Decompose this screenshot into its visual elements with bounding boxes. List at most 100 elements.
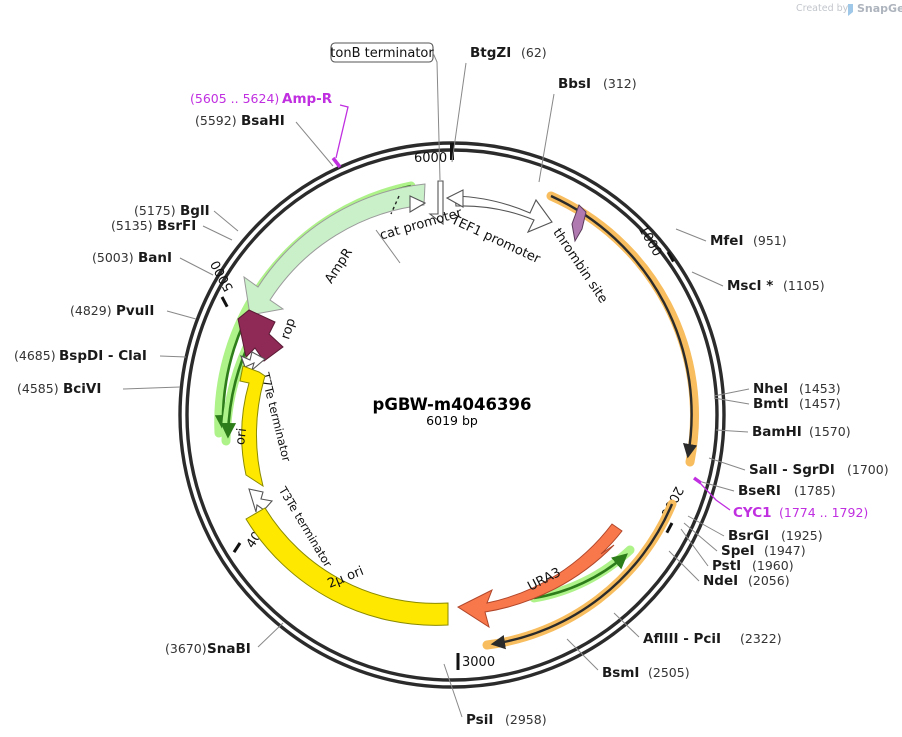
enzyme-name: BmtI [753,396,789,412]
enzyme-site-bsahi[interactable]: (5592) BsaHI [195,113,334,167]
enzyme-site-bmti[interactable]: BmtI (1457) [713,396,841,412]
enzyme-name: BspDI - ClaI [59,348,147,364]
enzyme-position: (5175) [134,203,176,218]
enzyme-position: (2322) [740,631,782,646]
feature-2u-ori[interactable]: 2μ ori [245,507,449,626]
colored-annotation-cyc1[interactable]: CYC1 (1774 .. 1792) [699,482,868,521]
enzyme-name: BanI [138,250,172,266]
enzyme-position: (1925) [781,528,823,543]
enzyme-name: PsiI [466,712,493,728]
enzyme-site-bsrfi[interactable]: (5135) BsrFI [111,218,233,241]
snapgene-watermark: Created by SnapGene [796,2,902,16]
enzyme-position: (1947) [764,543,806,558]
enzyme-position: (2958) [505,712,547,727]
upper-right-orange-highlight-arc [546,191,699,467]
enzyme-name: MscI * [727,278,773,294]
enzyme-site-nhei[interactable]: NheI (1453) [713,381,841,397]
enzyme-position: (1700) [847,462,889,477]
annotation-range: (5605 .. 5624) [190,91,279,106]
enzyme-name: BtgZI [470,45,511,61]
enzyme-name: BamHI [752,424,802,440]
feature-label-rop: rop [278,316,299,341]
enzyme-name: SalI - SgrDI [749,462,835,478]
enzyme-position: (4585) [17,381,59,396]
enzyme-site-ndei[interactable]: NdeI (2056) [668,550,790,589]
enzyme-position: (1105) [783,278,825,293]
enzyme-site-psti[interactable]: PstI (1960) [680,528,794,574]
enzyme-site-mfei[interactable]: MfeI (951) [675,228,787,249]
enzyme-site-afliii-pcii[interactable]: AflIII - PciI (2322) [613,612,782,647]
lower-right-orange-highlight-arc [482,499,677,650]
ruler-tick-3000: 3000 [456,653,495,670]
enzyme-position: (1570) [809,424,851,439]
enzyme-site-bamhi[interactable]: BamHI (1570) [715,424,851,440]
enzyme-site-bgli[interactable]: (5175) BglI [134,203,239,232]
enzyme-site-msci[interactable]: MscI * (1105) [691,271,825,294]
enzyme-position: (5003) [92,250,134,265]
feature-label-tef1-promoter: TEF1 promoter [448,212,543,267]
enzyme-position: (2505) [648,665,690,680]
enzyme-position: (312) [603,76,637,91]
enzyme-name: BsrGI [728,528,769,544]
feature-ampr[interactable]: AmpR [243,183,426,316]
plasmid-size: 6019 bp [426,413,478,428]
enzyme-name: PvuII [116,303,154,319]
enzyme-site-btgzi[interactable]: BtgZI (62) [451,45,547,163]
enzyme-position: (1785) [794,483,836,498]
enzyme-site-bseri[interactable]: BseRI (1785) [701,481,836,499]
enzyme-site-bcivi[interactable]: (4585) BciVI [17,381,181,397]
enzyme-site-psii[interactable]: PsiI (2958) [443,663,547,728]
enzyme-name: MfeI [710,233,744,249]
ruler-tick-label: 6000 [414,151,447,166]
annotation-label: CYC1 [733,505,772,521]
feature-label-ori: ori [233,427,250,446]
enzyme-site-sali-sgrdi[interactable]: SalI - SgrDI (1700) [708,457,889,478]
amp-r-marker [331,156,342,169]
feature-ori[interactable]: ori [233,365,266,488]
enzyme-position: (1960) [752,558,794,573]
plasmid-name: pGBW-m4046396 [373,395,532,414]
colored-markers [331,156,703,485]
enzyme-name: SpeI [721,543,755,559]
enzyme-name: BciVI [63,381,101,397]
enzyme-name: BsaHI [241,113,285,129]
enzyme-site-snabi[interactable]: (3670) SnaBI [165,622,284,657]
enzyme-site-bsmi[interactable]: BsmI (2505) [566,638,690,681]
cyc1-marker [692,476,703,485]
enzyme-site-bani[interactable]: (5003) BanI [92,250,214,276]
enzyme-position: (1457) [799,396,841,411]
enzyme-name: SnaBI [207,641,251,657]
snapgene-logo-icon [848,4,853,16]
enzyme-name: BglI [180,203,210,219]
enzyme-site-bbsi[interactable]: BbsI (312) [538,76,637,183]
enzyme-position: (2056) [748,573,790,588]
enzyme-position: (951) [753,233,787,248]
enzyme-name: BsmI [602,665,639,681]
watermark-brand: SnapGene [857,2,902,15]
plasmid-title-group: pGBW-m4046396 6019 bp [373,395,532,428]
enzyme-site-bsrgi[interactable]: BsrGI (1925) [687,515,823,544]
enzyme-position: (4829) [70,303,112,318]
enzyme-labels-right: BtgZI (62) BbsI (312) MfeI (951) MscI * … [443,45,889,728]
enzyme-name: AflIII - PciI [643,631,721,647]
enzyme-name: NdeI [703,573,738,589]
enzyme-position: (3670) [165,641,207,656]
feature-label-ampr: AmpR [322,246,356,287]
feature-rop[interactable]: rop [237,309,299,362]
enzyme-site-spei[interactable]: SpeI (1947) [683,522,806,559]
enzyme-position: (5592) [195,113,237,128]
enzyme-name: NheI [753,381,788,397]
enzyme-site-pvuii[interactable]: (4829) PvuII [70,303,197,320]
enzyme-site-bspdi-clai[interactable]: (4685) BspDI - ClaI [14,348,187,364]
enzyme-labels-left: (3670) SnaBI (4585) BciVI (4685) BspDI -… [14,113,334,657]
annotation-label: Amp-R [282,91,333,107]
boxed-label-tonb-terminator[interactable]: tonB terminator [330,42,441,181]
enzyme-position: (62) [521,45,547,60]
boxed-label-text: tonB terminator [330,46,434,61]
annotation-range: (1774 .. 1792) [779,505,868,520]
colored-annotation-amp-r[interactable]: Amp-R (5605 .. 5624) [190,91,349,159]
ruler-tick-label: 3000 [462,655,495,670]
enzyme-name: BseRI [738,483,781,499]
